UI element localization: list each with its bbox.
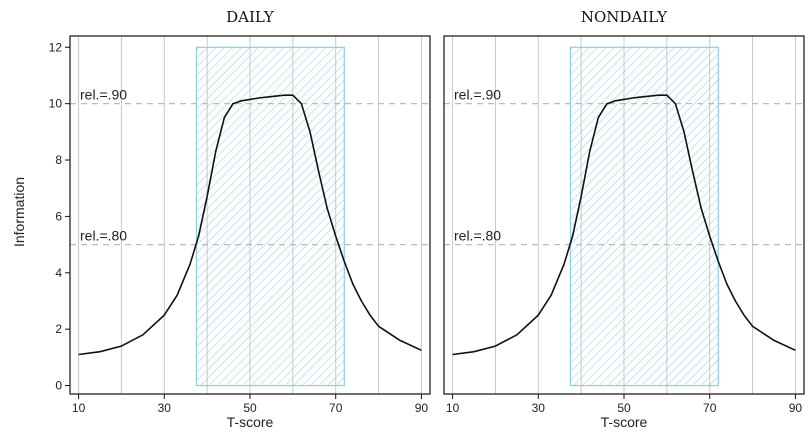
reference-label: rel.=.80 — [80, 228, 127, 244]
x-tick-label: 50 — [617, 401, 631, 415]
y-tick-label: 0 — [55, 379, 62, 393]
information-curve — [78, 94, 422, 356]
x-tick-label: 70 — [703, 401, 717, 415]
panel-title: DAILY — [226, 8, 275, 26]
panel-title: NONDAILY — [581, 8, 668, 26]
reference-label: rel.=.90 — [454, 87, 501, 103]
y-tick-label: 10 — [49, 97, 63, 111]
x-tick-label: 10 — [446, 401, 460, 415]
x-tick-label: 70 — [329, 401, 343, 415]
x-tick-label: 50 — [243, 401, 257, 415]
y-tick-label: 4 — [55, 266, 62, 280]
shaded-band — [195, 46, 345, 387]
x-tick-label: 90 — [789, 401, 803, 415]
y-axis-label: Information — [11, 177, 27, 247]
x-tick-label: 30 — [158, 401, 172, 415]
y-tick-label: 6 — [55, 209, 62, 223]
panel-1: rel.=.90 rel.=.80 10 30 50 70 90 NONDAILY T-scor… — [443, 8, 805, 430]
shaded-band — [569, 46, 719, 387]
y-tick-label: 8 — [55, 153, 62, 167]
panels: rel.=.90 rel.=.80 10 30 50 70 90 0 2 4 6 8 10 12 DAILY… — [49, 8, 805, 430]
x-tick-label: 30 — [532, 401, 546, 415]
x-tick-label: 90 — [415, 401, 429, 415]
y-tick-label: 2 — [55, 322, 62, 336]
y-tick-label: 12 — [49, 40, 63, 54]
reference-label: rel.=.80 — [454, 228, 501, 244]
x-axis-label: T-score — [601, 414, 648, 430]
information-curve — [452, 94, 796, 356]
panel-0: rel.=.90 rel.=.80 10 30 50 70 90 0 2 4 6 8 10 12 DAILY… — [49, 8, 431, 430]
reference-label: rel.=.90 — [80, 87, 127, 103]
x-axis-label: T-score — [227, 414, 274, 430]
x-tick-label: 10 — [72, 401, 86, 415]
